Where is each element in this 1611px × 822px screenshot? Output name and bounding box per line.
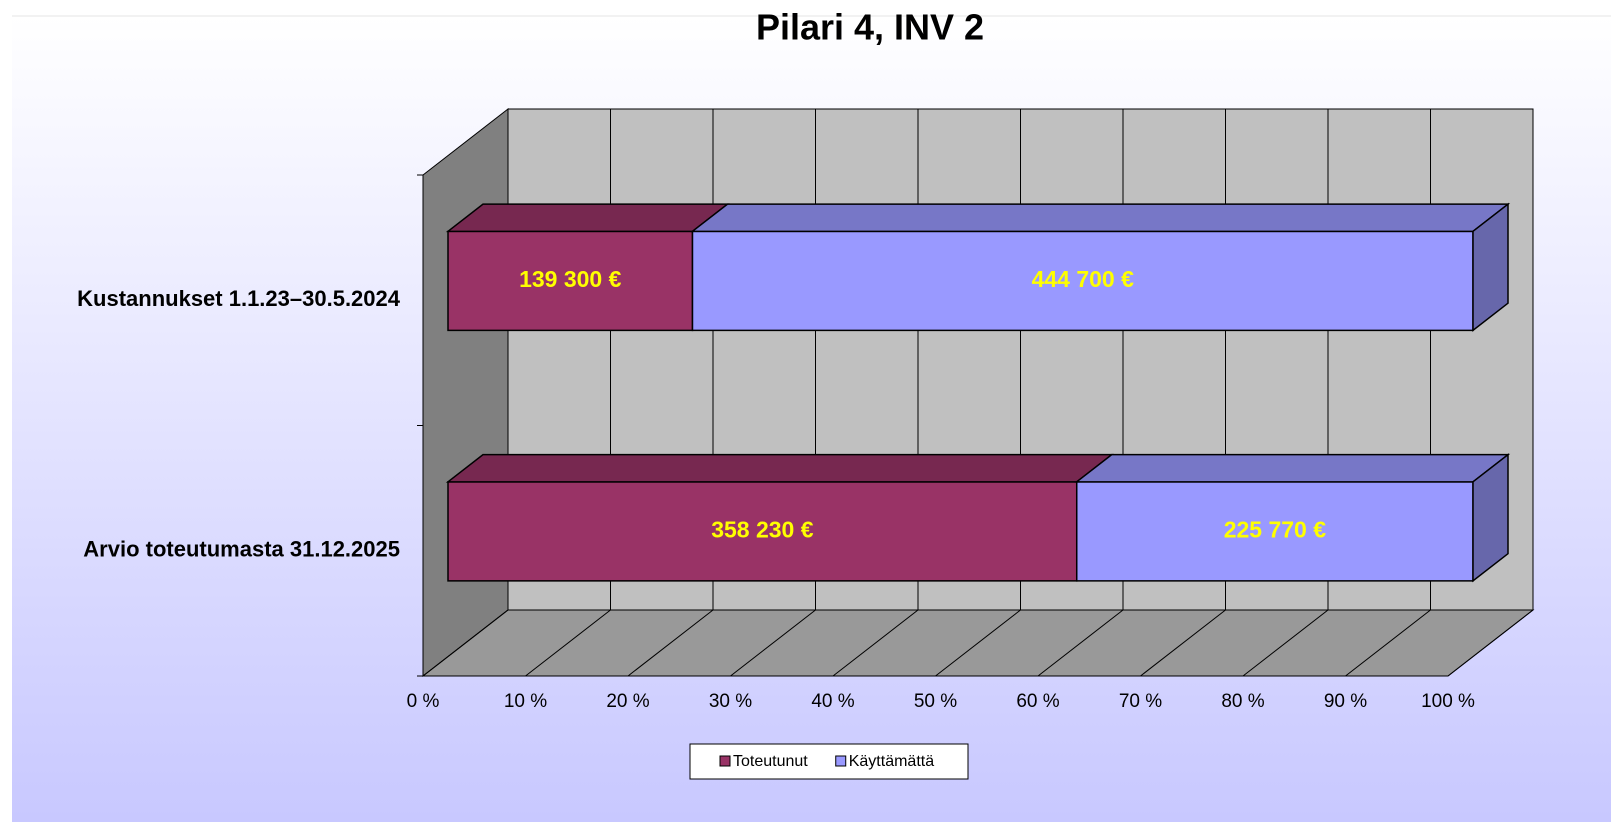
x-tick-label: 20 % xyxy=(606,691,649,712)
legend-swatch xyxy=(835,755,847,767)
x-tick-label: 0 % xyxy=(407,691,440,712)
bar-segment xyxy=(690,202,1511,332)
x-tick-label: 80 % xyxy=(1221,691,1264,712)
x-tick-label: 50 % xyxy=(914,691,957,712)
legend-swatch xyxy=(719,755,731,767)
floor-grid-line xyxy=(730,609,816,677)
bar-segment xyxy=(1074,453,1511,583)
bar-side xyxy=(1472,202,1509,332)
data-label: 358 230 € xyxy=(711,516,814,542)
data-label: 225 770 € xyxy=(1224,516,1327,542)
data-label: 139 300 € xyxy=(519,266,622,292)
side-wall xyxy=(422,107,509,678)
floor-grid-line xyxy=(832,609,919,677)
y-tick-label: Arvio toteutumasta 31.12.2025 xyxy=(83,537,400,562)
legend-box xyxy=(689,743,969,780)
bar-top xyxy=(445,203,730,233)
floor-grid-line xyxy=(627,609,714,677)
floor-grid-line xyxy=(1037,609,1124,677)
floor-grid-line xyxy=(1140,609,1226,677)
floor-grid-line xyxy=(935,609,1021,677)
bar-segment xyxy=(445,453,1114,582)
x-tick-label: 40 % xyxy=(811,691,854,712)
bar-segment xyxy=(445,203,730,332)
floor-grid-line xyxy=(1345,609,1431,677)
floor-grid-line xyxy=(525,609,611,677)
y-tick-label: Kustannukset 1.1.23–30.5.2024 xyxy=(77,286,401,311)
floor-grid-line xyxy=(422,609,509,677)
data-label: 444 700 € xyxy=(1032,266,1135,292)
legend-label: Toteutunut xyxy=(733,753,808,770)
bar-top xyxy=(445,453,1114,483)
x-tick-label: 70 % xyxy=(1119,691,1162,712)
x-tick-label: 90 % xyxy=(1324,691,1367,712)
bar-top xyxy=(1074,453,1511,483)
x-tick-label: 10 % xyxy=(504,691,547,712)
bar-side xyxy=(1472,453,1509,583)
floor-grid-line xyxy=(1447,609,1534,677)
x-tick-label: 30 % xyxy=(709,691,752,712)
legend-label: Käyttämättä xyxy=(849,753,934,770)
bar-top xyxy=(690,203,1511,233)
chart-title: Pilari 4, INV 2 xyxy=(756,7,984,48)
x-tick-label: 60 % xyxy=(1016,691,1059,712)
floor-grid-line xyxy=(1242,609,1329,677)
x-tick-label: 100 % xyxy=(1421,691,1475,712)
